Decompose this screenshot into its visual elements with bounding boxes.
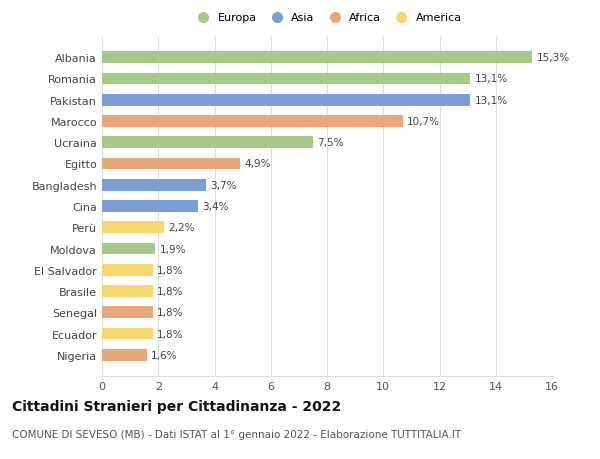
Bar (102, 201, 197, 213)
Text: 2,2%: 2,2% (168, 223, 194, 233)
Bar (102, 307, 152, 319)
Bar (102, 264, 152, 276)
Text: 1,8%: 1,8% (157, 329, 184, 339)
Text: 15,3%: 15,3% (536, 53, 569, 63)
Bar (102, 349, 147, 361)
Text: 1,8%: 1,8% (157, 265, 184, 275)
Text: 1,9%: 1,9% (160, 244, 186, 254)
Bar (102, 179, 206, 191)
Bar (102, 73, 470, 85)
Bar (102, 116, 403, 128)
Text: 1,8%: 1,8% (157, 286, 184, 297)
Text: 1,6%: 1,6% (151, 350, 178, 360)
Text: 10,7%: 10,7% (407, 117, 440, 127)
Text: 4,9%: 4,9% (244, 159, 271, 169)
Text: 1,8%: 1,8% (157, 308, 184, 318)
Text: 7,5%: 7,5% (317, 138, 344, 148)
Text: Cittadini Stranieri per Cittadinanza - 2022: Cittadini Stranieri per Cittadinanza - 2… (12, 399, 341, 413)
Bar (102, 158, 240, 170)
Text: 13,1%: 13,1% (475, 74, 508, 84)
Bar (102, 285, 152, 297)
Bar (102, 222, 164, 234)
Bar (102, 52, 532, 64)
Text: 3,4%: 3,4% (202, 202, 229, 212)
Legend: Europa, Asia, Africa, America: Europa, Asia, Africa, America (188, 9, 466, 28)
Text: 3,7%: 3,7% (210, 180, 237, 190)
Bar (102, 137, 313, 149)
Bar (102, 328, 152, 340)
Text: COMUNE DI SEVESO (MB) - Dati ISTAT al 1° gennaio 2022 - Elaborazione TUTTITALIA.: COMUNE DI SEVESO (MB) - Dati ISTAT al 1°… (12, 429, 461, 439)
Bar (102, 243, 155, 255)
Bar (102, 95, 470, 106)
Text: 13,1%: 13,1% (475, 95, 508, 106)
